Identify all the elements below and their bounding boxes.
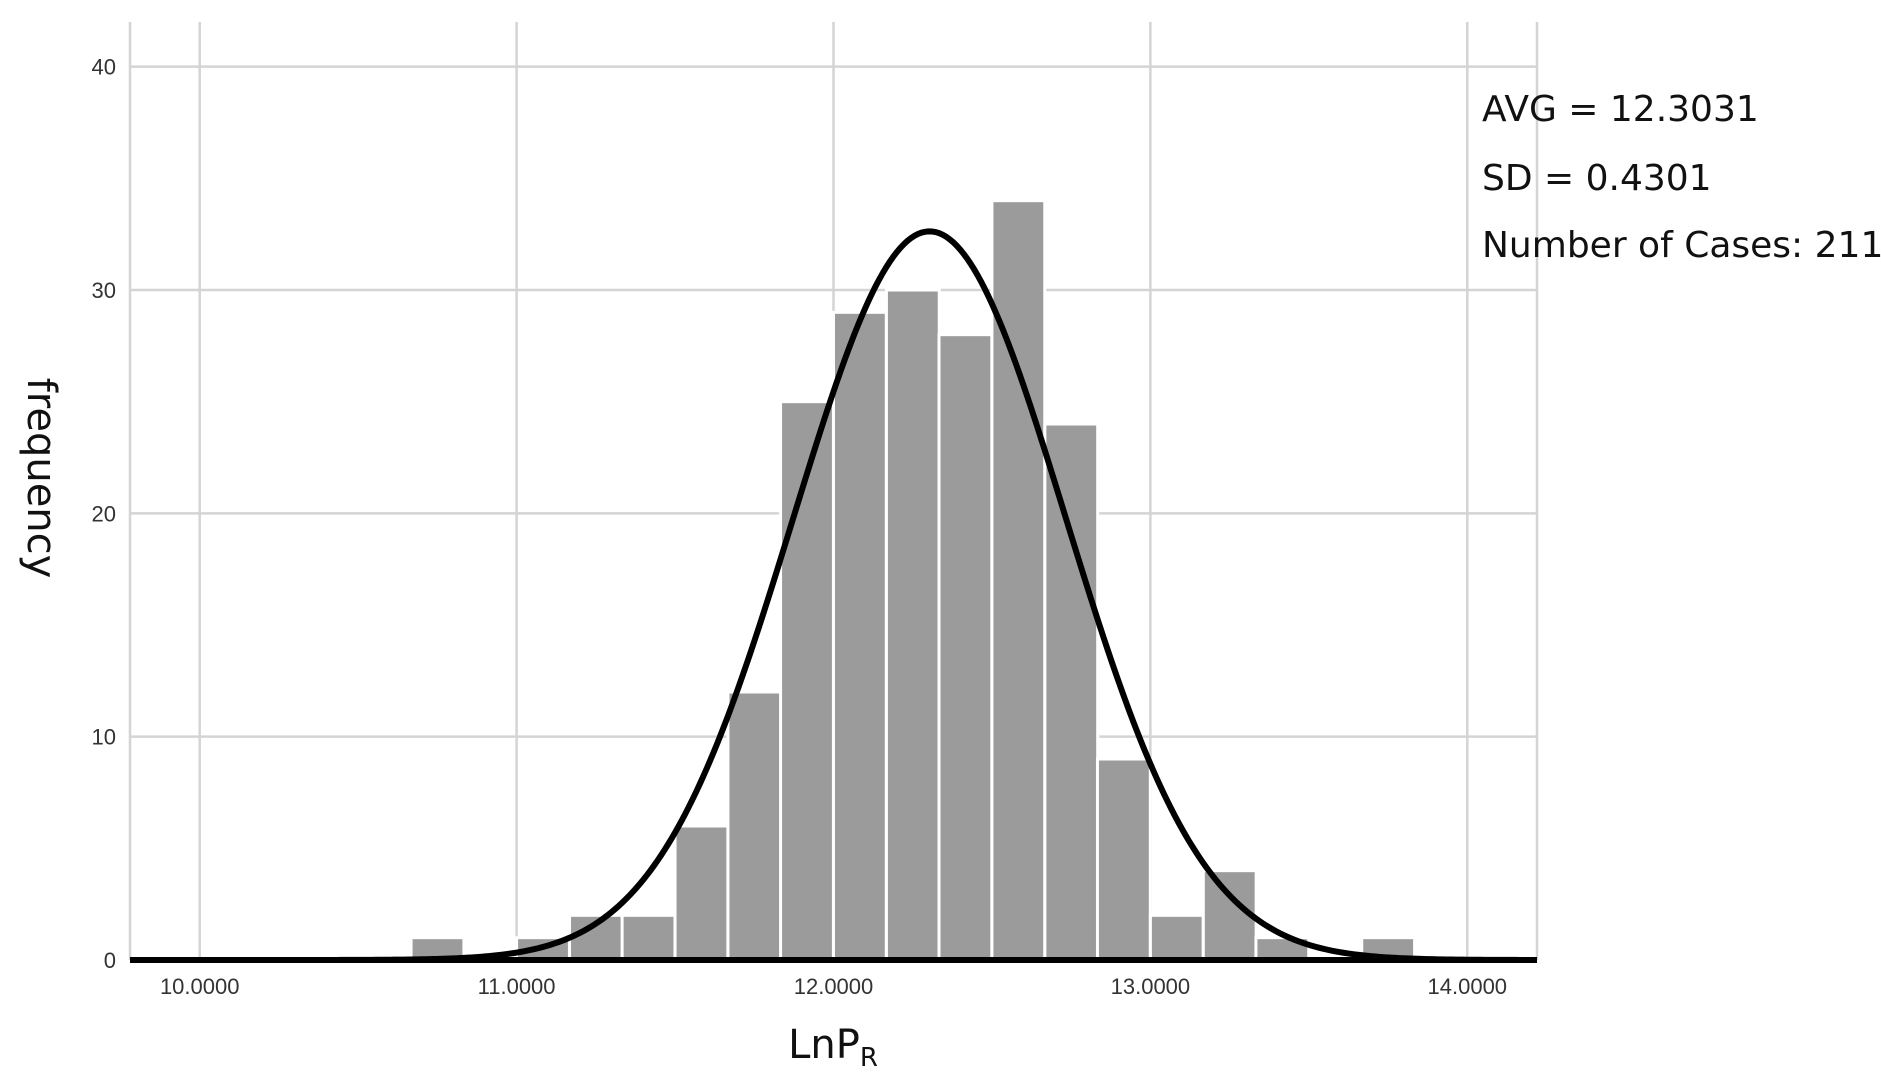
- x-tick-label-4: 14.0000: [1428, 974, 1508, 999]
- x-tick-label-1: 11.0000: [478, 974, 556, 999]
- histogram-bar-12: [1095, 757, 1152, 962]
- y-tick-label-4: 40: [92, 55, 116, 80]
- histogram-bar-8: [884, 288, 941, 962]
- y-tick-label-0: 0: [104, 948, 116, 973]
- stat-annotation-1: SD = 0.4301: [1482, 158, 1712, 199]
- x-axis-title-main: LnP: [788, 1022, 860, 1068]
- y-axis-tick-labels: 0 10 20 30 40: [92, 55, 116, 973]
- histogram-bar-7: [832, 310, 888, 962]
- x-tick-label-3: 13.0000: [1111, 974, 1191, 999]
- histogram-bar-4: [673, 824, 730, 962]
- y-tick-label-1: 10: [92, 725, 116, 750]
- stat-annotation-0: AVG = 12.3031: [1482, 89, 1759, 130]
- x-axis-title-subscript: R: [860, 1043, 878, 1073]
- histogram-bar-13: [1148, 913, 1205, 962]
- x-axis-tick-labels: 10.0000 11.0000 12.0000 13.0000 14.0000: [160, 974, 1507, 999]
- histogram-bar-9: [937, 333, 994, 962]
- histogram-bars: [409, 199, 1417, 962]
- y-tick-label-3: 30: [92, 278, 116, 303]
- histogram-bar-11: [1043, 422, 1100, 962]
- histogram-bar-5: [726, 690, 783, 962]
- x-tick-label-2: 12.0000: [794, 974, 874, 999]
- x-axis-title: LnPR: [788, 1022, 878, 1073]
- x-tick-label-0: 10.0000: [160, 974, 240, 999]
- histogram-bar-6: [779, 400, 835, 962]
- histogram-bar-3: [620, 913, 677, 962]
- statistics-annotation: AVG = 12.3031 SD = 0.4301 Number of Cases:…: [1482, 89, 1881, 266]
- stat-annotation-2: Number of Cases: 211: [1482, 225, 1881, 266]
- y-tick-label-2: 20: [92, 501, 116, 526]
- y-axis-title: frequency: [18, 378, 64, 579]
